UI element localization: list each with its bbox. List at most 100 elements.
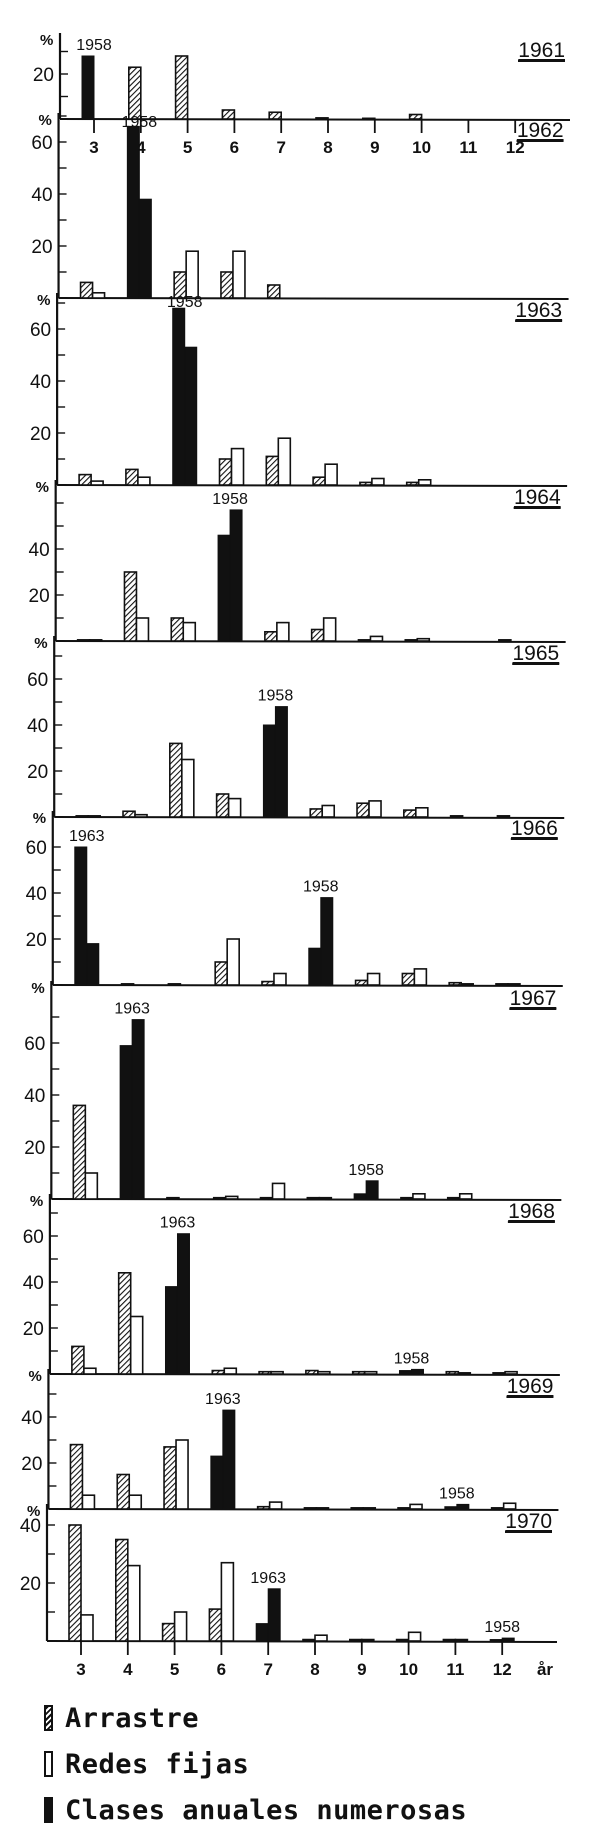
bar-clases-numerosas [184, 346, 198, 486]
y-tick-label: 20 [31, 237, 52, 258]
bar-arrastre [71, 1345, 85, 1375]
panel-year-label: 1962 [517, 119, 564, 142]
legend: Arrastre Redes fijas Clases anuales nume… [44, 1695, 467, 1833]
bar-arrastre [395, 1638, 410, 1642]
bar-redes-fijas [226, 938, 240, 986]
bar-clases-numerosas [274, 706, 288, 818]
y-tick-label: 20 [30, 424, 51, 445]
y-tick-label: 40 [23, 1273, 44, 1294]
year-class-annotation: 1963 [114, 1001, 150, 1018]
panel-1964: 20 40% 1964 1958 [29, 479, 566, 643]
bar-clases-numerosas [74, 846, 88, 986]
bar-redes-fijas [409, 1503, 423, 1510]
bar-arrastre [256, 1505, 271, 1510]
y-unit-label: % [39, 112, 52, 129]
y-tick-label: 60 [27, 670, 48, 691]
x-tick-label: 6 [230, 138, 239, 157]
bar-redes-fijas [182, 621, 197, 642]
x-tick-label: 5 [170, 1660, 179, 1679]
x-axis [52, 984, 563, 987]
bar-redes-fijas [417, 478, 432, 486]
bar-redes-fijas [224, 1195, 239, 1200]
bar-arrastre [442, 1638, 457, 1642]
panel-year-label: 1965 [513, 642, 560, 665]
x-tick-label: 12 [506, 138, 525, 157]
y-tick-label: 40 [30, 372, 51, 393]
bar-clases-numerosas [131, 1019, 145, 1200]
bar-redes-fijas [360, 1638, 375, 1642]
panel-year-label: 1969 [507, 1375, 554, 1398]
bar-redes-fijas [502, 1502, 517, 1510]
bar-arrastre [490, 1507, 505, 1510]
bar-arrastre [356, 802, 370, 818]
bar-clases-numerosas [262, 724, 276, 818]
panel-1962: 20 40 60% 1962 1958 [31, 112, 569, 300]
y-tick-label: 40 [27, 716, 48, 737]
x-tick-label: 4 [123, 1660, 133, 1679]
bar-redes-fijas [128, 1494, 143, 1510]
bar-redes-fijas [87, 815, 102, 818]
year-class-annotation: 1958 [258, 688, 294, 705]
bar-redes-fijas [371, 477, 385, 486]
x-tick-label: 7 [263, 1660, 272, 1679]
bar-arrastre [169, 742, 183, 818]
year-class-annotation: 1958 [122, 114, 158, 131]
bar-redes-fijas [81, 1494, 96, 1510]
bar-redes-fijas [223, 1367, 238, 1375]
bar-redes-fijas [504, 1370, 518, 1375]
legend-label: Arrastre [65, 1702, 200, 1734]
legend-label: Redes fijas [65, 1748, 250, 1780]
bar-arrastre [211, 1369, 226, 1375]
bar-arrastre [115, 1538, 129, 1642]
bar-redes-fijas [454, 1638, 469, 1642]
bar-arrastre [309, 808, 324, 818]
year-class-annotation: 1963 [205, 1391, 241, 1408]
year-class-annotation: 1963 [160, 1215, 196, 1232]
bar-clases-numerosas [456, 1503, 470, 1510]
bar-arrastre [170, 617, 185, 642]
panel-year-label: 1967 [510, 987, 557, 1010]
bar-arrastre [306, 1196, 321, 1200]
bar-arrastre [445, 1370, 460, 1375]
bar-redes-fijas [90, 480, 104, 486]
legend-item-redes-fijas: Redes fijas [44, 1741, 467, 1787]
year-class-annotation: 1958 [167, 294, 203, 311]
bar-arrastre [259, 1196, 274, 1200]
y-unit-label: % [37, 292, 50, 309]
bar-redes-fijas [88, 639, 103, 642]
bar-redes-fijas [129, 1315, 144, 1375]
x-axis [59, 118, 571, 121]
bar-arrastre [123, 571, 138, 642]
x-tick-label: 9 [370, 138, 379, 157]
bar-arrastre [310, 628, 325, 642]
bar-arrastre [264, 630, 278, 642]
x-tick-label: 7 [276, 138, 285, 157]
y-tick-label: 60 [24, 1034, 45, 1055]
bar-redes-fijas [84, 1172, 99, 1200]
bar-clases-numerosas [164, 1286, 178, 1375]
bar-arrastre [220, 271, 234, 299]
bar-arrastre [214, 961, 228, 986]
panel-year-label: 1966 [511, 817, 558, 840]
bar-redes-fijas [412, 1193, 426, 1200]
bar-clases-numerosas [255, 1623, 269, 1642]
bar-redes-fijas [415, 806, 429, 818]
solid-swatch-icon [44, 1797, 53, 1823]
panel-1966: 20 40 60% 1966 1963 1958 [26, 810, 563, 987]
y-tick-label: 60 [30, 320, 51, 341]
bar-arrastre [68, 1524, 82, 1642]
bar-clases-numerosas [86, 943, 100, 986]
y-unit-label: % [30, 1193, 43, 1210]
bar-arrastre [161, 1622, 176, 1642]
y-tick-label: 20 [27, 762, 48, 783]
bar-redes-fijas [83, 1367, 97, 1375]
bar-clases-numerosas [489, 1639, 503, 1642]
y-tick-label: 20 [26, 930, 47, 951]
bar-redes-fijas [135, 617, 150, 642]
panel-1965: 20 40 60% 1965 1958 [27, 635, 565, 819]
y-tick-label: 40 [29, 540, 50, 561]
panel-year-label: 1963 [515, 299, 562, 322]
bar-arrastre [350, 1507, 365, 1510]
